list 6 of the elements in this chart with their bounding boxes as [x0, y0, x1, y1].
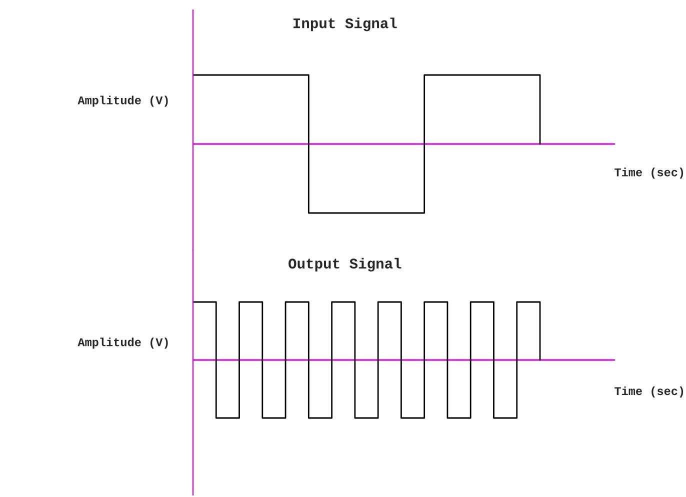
y-axis-title: Amplitude (V): [78, 96, 168, 107]
x-axis-title: Time (sec): [614, 386, 684, 398]
chart-title: Input Signal: [294, 18, 397, 32]
chart-title: Output Signal: [288, 258, 402, 272]
x-axis-title: Time (sec): [614, 168, 684, 179]
y-axis-title: Amplitude (V): [78, 338, 168, 349]
